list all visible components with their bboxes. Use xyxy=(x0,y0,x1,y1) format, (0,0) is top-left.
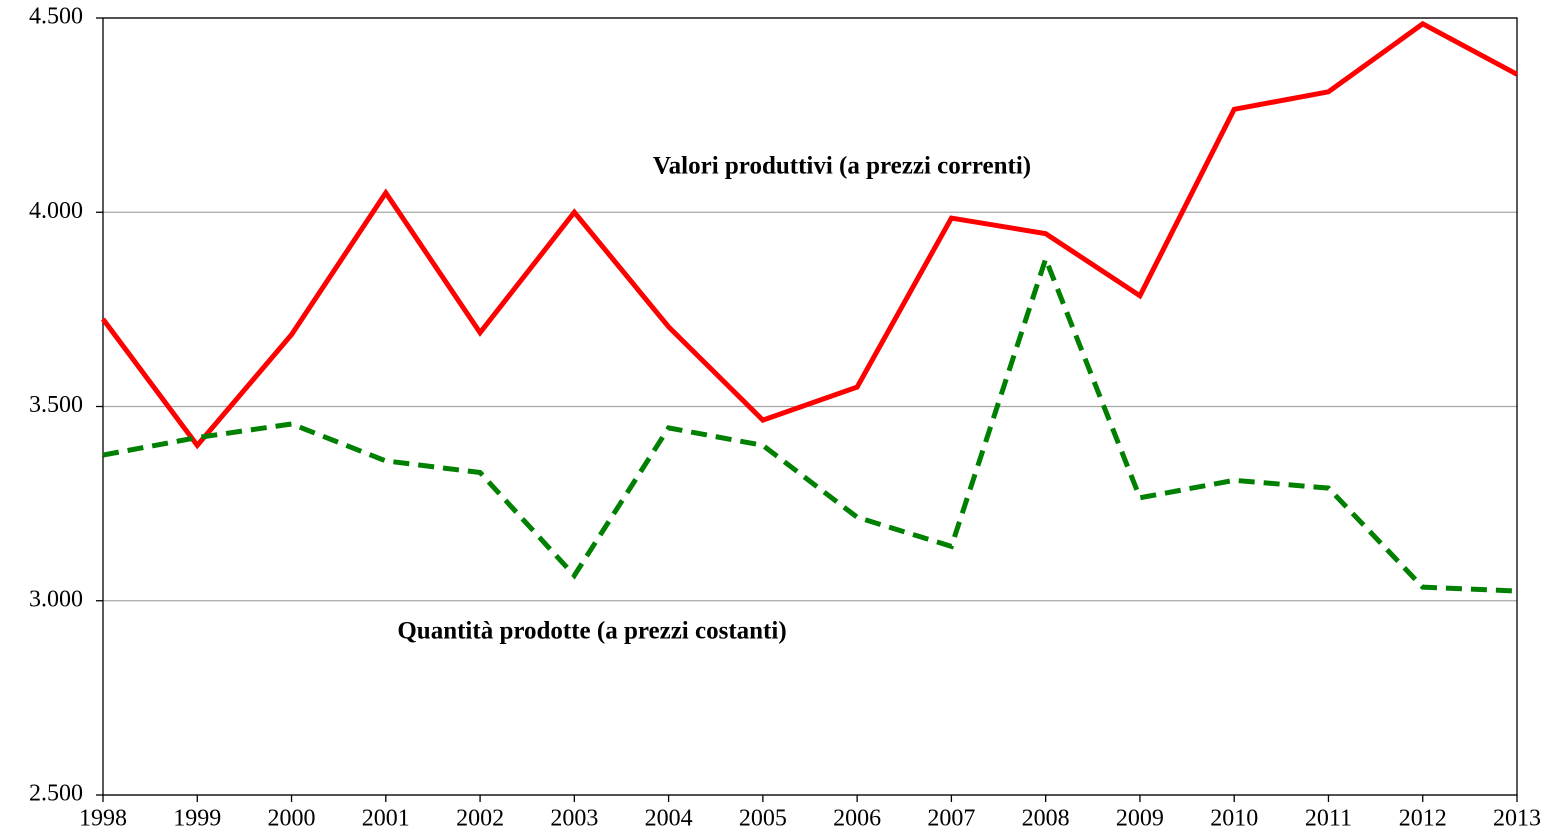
x-tick-label: 2009 xyxy=(1116,806,1164,832)
data-line xyxy=(102,251,1518,594)
y-tick-label: 3.500 xyxy=(29,392,83,418)
x-tick-label: 2005 xyxy=(739,806,787,832)
x-tick-label: 2002 xyxy=(456,806,504,832)
x-tick-label: 1998 xyxy=(79,806,127,832)
y-tick-label: 2.500 xyxy=(29,781,83,807)
x-tick-label: 2012 xyxy=(1399,806,1447,832)
x-tick-label: 2008 xyxy=(1022,806,1070,832)
plot-frame xyxy=(102,17,1518,796)
y-tick-label: 4.000 xyxy=(29,198,83,224)
x-tick-label: 2011 xyxy=(1305,806,1352,832)
series-label: Quantità prodotte (a prezzi costanti) xyxy=(397,618,786,645)
x-tick-label: 2004 xyxy=(645,806,693,832)
data-line xyxy=(100,20,1519,450)
y-tick-label: 4.500 xyxy=(29,4,83,30)
x-tick-label: 2010 xyxy=(1210,806,1258,832)
x-tick-label: 2007 xyxy=(927,806,975,832)
x-tick-label: 2013 xyxy=(1493,806,1541,832)
x-tick-label: 2006 xyxy=(833,806,881,832)
y-tick-label: 3.000 xyxy=(29,586,83,612)
series-label: Valori produttivi (a prezzi correnti) xyxy=(653,153,1031,180)
x-tick-label: 2001 xyxy=(362,806,410,832)
x-tick-label: 1999 xyxy=(173,806,221,832)
x-tick-label: 2000 xyxy=(268,806,316,832)
x-tick-label: 2003 xyxy=(550,806,598,832)
